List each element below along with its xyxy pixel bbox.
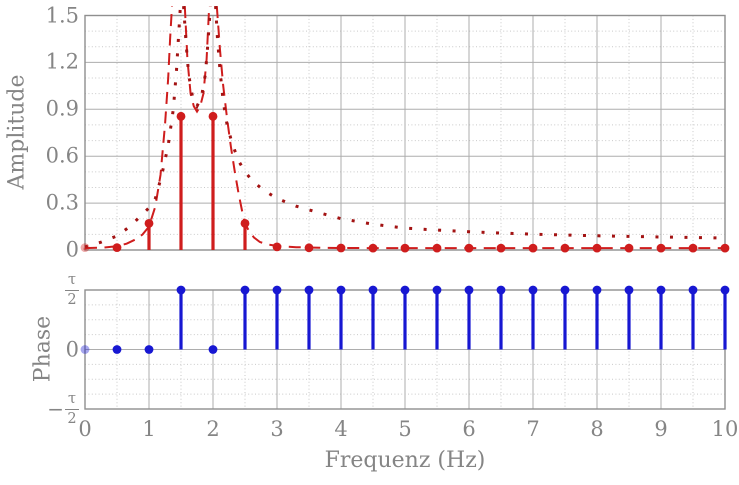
phase-stem-marker (400, 285, 410, 295)
dashed-envelope-curve (84, 6, 173, 250)
phase-stem-marker (432, 285, 442, 295)
frequency-xtick-label: 10 (711, 417, 739, 441)
dotted-envelope-curve (84, 6, 182, 249)
amplitude-stem-marker (496, 243, 506, 253)
phase-stem-marker (304, 285, 314, 295)
phase-stem-marker (464, 285, 474, 295)
dashed-envelope-curve (183, 6, 211, 114)
amplitude-stem-marker (464, 243, 474, 253)
amplitude-stem-marker (656, 243, 666, 253)
amplitude-stem-marker (560, 243, 570, 253)
amplitude-stem-marker (368, 243, 378, 253)
phase-ytick-label: − τ 2 (0, 392, 79, 426)
amplitude-stem-marker (176, 111, 186, 121)
phase-stem-marker (336, 285, 346, 295)
phase-stem-marker (80, 345, 90, 354)
dotted-envelope-curve (182, 6, 212, 110)
frequency-xtick-label: 5 (398, 417, 412, 441)
frequency-xtick-label: 6 (462, 417, 476, 441)
amplitude-stem-marker (240, 219, 250, 228)
phase-ytick-label: 0 (65, 337, 79, 361)
amplitude-stem-marker (528, 243, 538, 253)
dashed-envelope-curve (215, 6, 725, 250)
frequency-xtick-label: 1 (142, 417, 156, 441)
amplitude-stems (80, 111, 730, 253)
phase-stem-marker (176, 285, 186, 295)
phase-stems (80, 285, 730, 354)
phase-stem-marker (208, 345, 218, 354)
phase-stem-marker (112, 345, 122, 354)
amplitude-stem-marker (688, 243, 698, 253)
amplitude-stem-marker (592, 243, 602, 253)
amplitude-ytick-label: 1.2 (45, 49, 79, 74)
phase-stem-marker (624, 285, 634, 295)
phase-stem-marker (560, 285, 570, 295)
frequency-xtick-label: 8 (590, 417, 604, 441)
phase-stem-marker (656, 285, 666, 295)
frequency-xtick-label: 7 (526, 417, 540, 441)
frequency-xtick-label: 9 (654, 417, 668, 441)
amplitude-stem-marker (208, 111, 218, 121)
amplitude-axis-title: Amplitude (4, 74, 30, 190)
amplitude-stem-marker (272, 242, 282, 252)
amplitude-ytick-label: 0.6 (45, 143, 79, 168)
frequency-xtick-label: 2 (206, 417, 220, 441)
amplitude-envelope-curves (84, 6, 726, 250)
amplitude-ytick-label: 0 (65, 237, 79, 262)
amplitude-stem-marker (144, 219, 154, 228)
amplitude-stem-marker (336, 243, 346, 253)
phase-stem-marker (528, 285, 538, 295)
phase-stem-marker (368, 285, 378, 295)
amplitude-stem-marker (80, 243, 90, 253)
phase-stem-marker (688, 285, 698, 295)
amplitude-stem-marker (720, 243, 730, 253)
phase-stem-marker (240, 285, 250, 295)
amplitude-stem-marker (400, 243, 410, 253)
amplitude-stem-marker (432, 243, 442, 253)
frequency-xtick-label: 3 (270, 417, 284, 441)
phase-stem-marker (144, 345, 154, 354)
amplitude-stem-marker (112, 243, 122, 253)
frequency-xtick-label: 0 (78, 417, 92, 441)
amplitude-stem-marker (304, 243, 314, 253)
amplitude-stem-marker (624, 243, 634, 253)
amplitude-ytick-label: 1.5 (45, 3, 79, 27)
amplitude-ytick-label: 0.3 (45, 190, 79, 215)
frequency-xtick-label: 4 (334, 417, 348, 441)
phase-stem-marker (592, 285, 602, 295)
phase-stem-marker (272, 285, 282, 295)
frequency-axis-title: Frequenz (Hz) (324, 448, 486, 473)
phase-stem-marker (720, 285, 730, 295)
amplitude-ytick-label: 0.9 (45, 96, 79, 121)
phase-stem-marker (496, 285, 506, 295)
